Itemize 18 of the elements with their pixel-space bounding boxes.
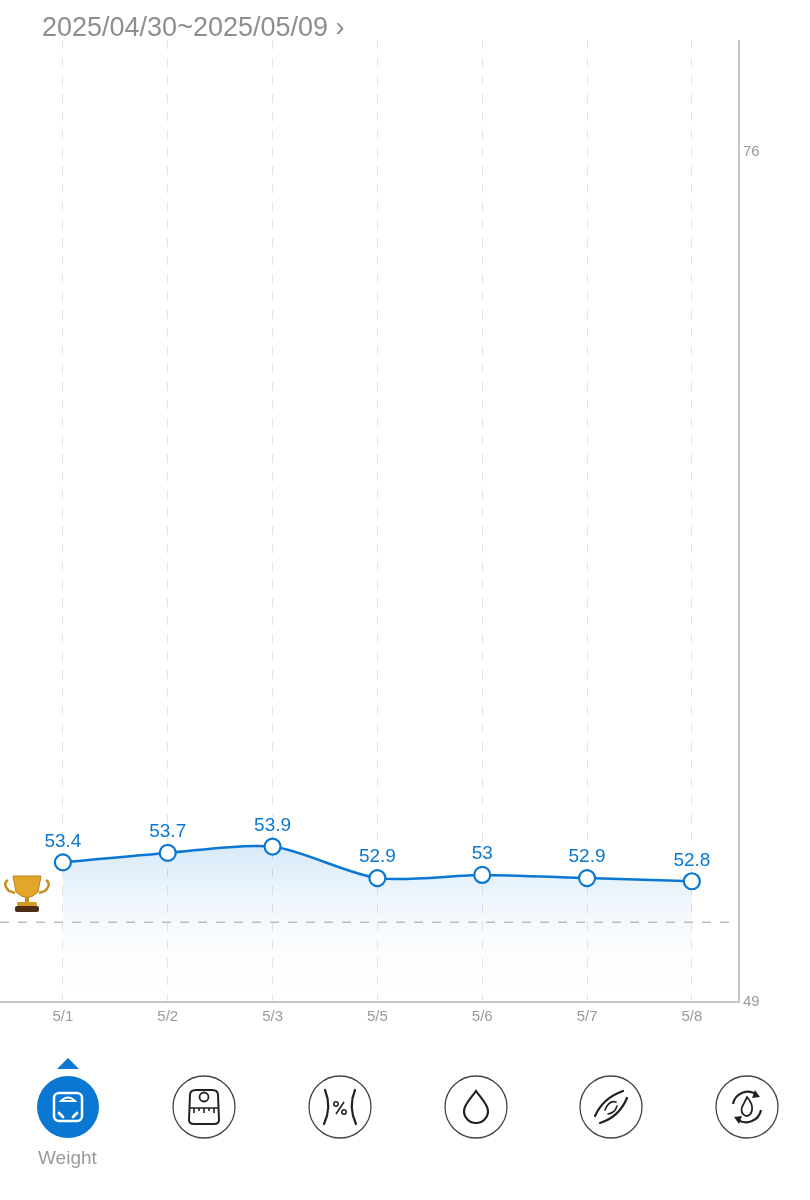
data-label: 52.8 bbox=[673, 848, 711, 870]
data-label: 53 bbox=[471, 842, 493, 864]
x-tick-label: 5/1 bbox=[52, 1007, 74, 1024]
x-tick-label: 5/8 bbox=[681, 1007, 703, 1024]
text: Weight bbox=[38, 1147, 98, 1168]
y-tick-label: 76 bbox=[743, 141, 760, 159]
x-tick-label: 5/2 bbox=[157, 1007, 179, 1024]
x-tick-label: 5/3 bbox=[262, 1007, 283, 1024]
x-tick-label: 5/7 bbox=[576, 1007, 598, 1024]
data-label: 53.4 bbox=[44, 829, 82, 851]
data-label: 52.9 bbox=[568, 845, 606, 867]
x-tick-label: 5/5 bbox=[366, 1007, 388, 1024]
x-tick-label: 5/6 bbox=[471, 1007, 493, 1024]
y-tick-label: 49 bbox=[743, 992, 760, 1010]
chart-title: 2025/04/30~2025/05/09 › bbox=[42, 12, 345, 43]
data-label: 52.9 bbox=[358, 845, 396, 867]
data-label: 53.7 bbox=[149, 820, 187, 842]
data-label: 53.9 bbox=[254, 813, 292, 835]
